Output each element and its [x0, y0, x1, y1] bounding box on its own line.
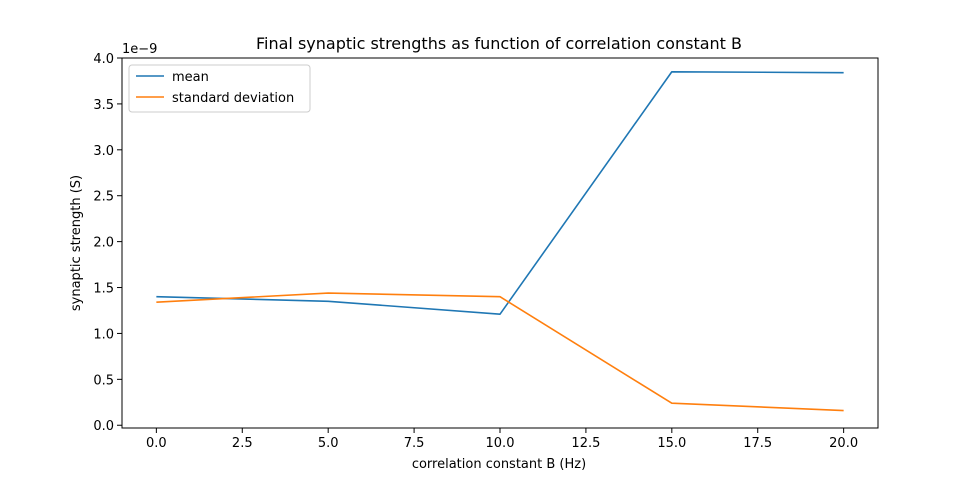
y-axis-multiplier: 1e−9 [122, 42, 157, 57]
x-tick-label: 2.5 [232, 436, 253, 451]
legend-box [128, 64, 311, 113]
x-tick-label: 10.0 [486, 436, 515, 451]
x-axis-label: correlation constant B (Hz) [412, 457, 586, 472]
y-tick-label: 2.0 [93, 236, 114, 251]
y-tick-label: 2.5 [93, 190, 114, 205]
legend-entry-label: mean [172, 70, 209, 85]
y-tick-label: 0.0 [93, 419, 114, 434]
x-axis-ticks: 0.0 2.5 5.0 7.5 10.0 12.5 15.0 17.5 20.0 [146, 428, 858, 451]
x-tick-label: 0.0 [146, 436, 167, 451]
y-tick-label: 1.5 [93, 282, 114, 297]
y-tick-label: 1.0 [93, 327, 114, 342]
legend: mean standard deviation [128, 64, 311, 113]
x-tick-label: 7.5 [404, 436, 425, 451]
x-tick-label: 12.5 [571, 436, 600, 451]
series-lines [156, 70, 844, 412]
x-tick-label: 15.0 [657, 436, 686, 451]
legend-entry-label: standard deviation [172, 91, 294, 106]
plot-area: 0.0 2.5 5.0 7.5 10.0 12.5 15.0 17.5 20.0 0.0 0.5 1… [93, 52, 879, 451]
series-line-standard-deviation [156, 292, 844, 412]
x-tick-label: 17.5 [743, 436, 772, 451]
y-tick-label: 3.5 [93, 98, 114, 113]
y-tick-label: 4.0 [93, 52, 114, 67]
y-tick-label: 0.5 [93, 373, 114, 388]
y-axis-ticks: 0.0 0.5 1.0 1.5 2.0 2.5 3.0 3.5 4.0 [93, 52, 122, 434]
y-axis-label: synaptic strength (S) [69, 175, 84, 311]
x-tick-label: 5.0 [318, 436, 339, 451]
chart-title: Final synaptic strengths as function of … [256, 34, 742, 53]
y-tick-label: 3.0 [93, 144, 114, 159]
x-tick-label: 20.0 [829, 436, 858, 451]
series-line-mean [156, 70, 844, 315]
